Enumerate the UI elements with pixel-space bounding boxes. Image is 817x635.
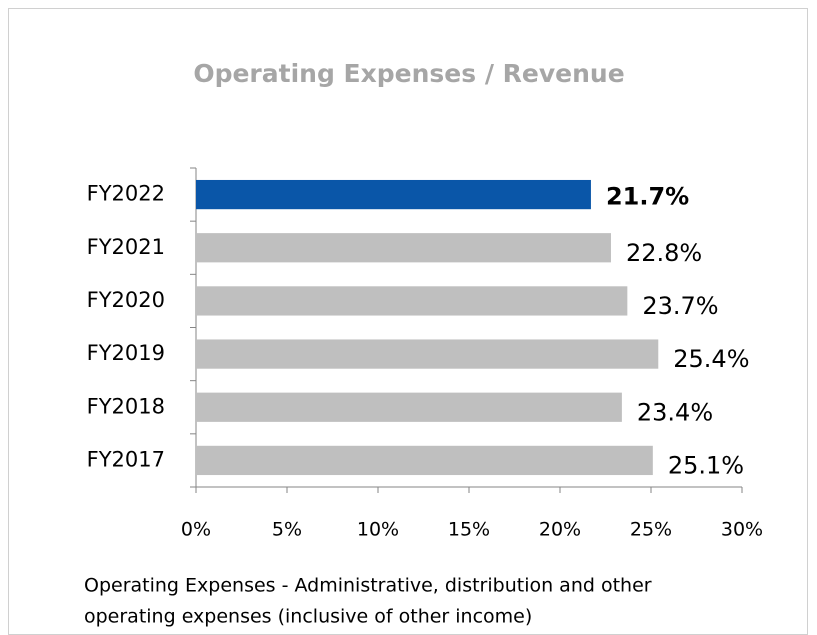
value-label: 22.8% bbox=[626, 239, 702, 267]
footnote: operating expenses (inclusive of other i… bbox=[84, 606, 532, 628]
value-label: 23.4% bbox=[637, 398, 713, 426]
bar bbox=[196, 179, 591, 210]
x-tick-label: 5% bbox=[272, 519, 302, 541]
value-label: 21.7% bbox=[606, 183, 689, 211]
x-tick-label: 15% bbox=[448, 519, 490, 541]
x-tick-label: 30% bbox=[721, 519, 763, 541]
x-tick-label: 10% bbox=[357, 519, 399, 541]
x-tick-label: 20% bbox=[539, 519, 581, 541]
chart-title: Operating Expenses / Revenue bbox=[193, 59, 624, 88]
y-tick-label: FY2022 bbox=[87, 182, 165, 206]
y-tick-label: FY2018 bbox=[87, 394, 165, 418]
bar bbox=[196, 286, 628, 316]
y-tick-label: FY2017 bbox=[87, 447, 165, 471]
bar bbox=[196, 339, 659, 369]
x-tick-label: 25% bbox=[630, 519, 672, 541]
x-tick-label: 0% bbox=[181, 519, 211, 541]
footnote: Operating Expenses - Administrative, dis… bbox=[84, 575, 652, 597]
bar bbox=[196, 445, 653, 476]
y-tick-label: FY2020 bbox=[87, 288, 165, 312]
y-tick-label: FY2019 bbox=[87, 341, 165, 365]
y-tick-label: FY2021 bbox=[87, 235, 165, 259]
bar bbox=[196, 392, 622, 422]
bar bbox=[196, 233, 611, 263]
value-label: 25.1% bbox=[668, 451, 744, 479]
value-label: 25.4% bbox=[673, 345, 749, 373]
value-label: 23.7% bbox=[642, 292, 718, 320]
chart-frame bbox=[8, 8, 808, 635]
